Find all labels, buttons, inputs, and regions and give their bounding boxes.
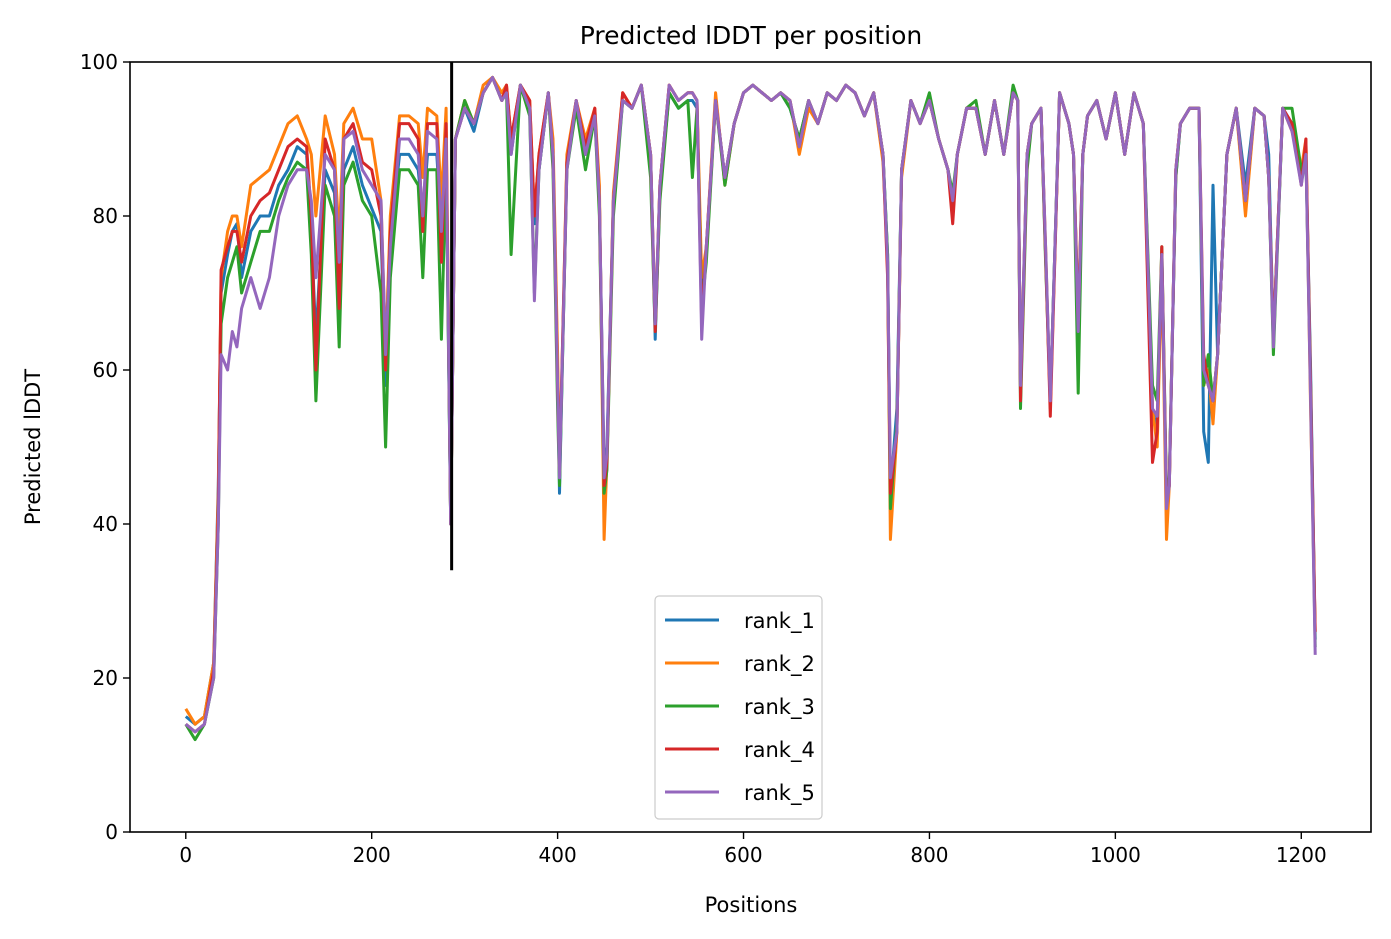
- y-tick-label: 0: [105, 820, 118, 844]
- series-group: [184, 75, 1317, 742]
- legend-label-rank_5: rank_5: [744, 781, 815, 806]
- legend-frame: [654, 595, 823, 820]
- y-axis-title: Predicted lDDT: [21, 369, 45, 525]
- x-tick-label: 400: [539, 843, 577, 867]
- plot-frame: [129, 61, 1372, 833]
- x-axis: 0 200 400 600 800 1000 1200: [179, 832, 1327, 867]
- x-tick-label: 1200: [1276, 843, 1327, 867]
- y-axis: 0 20 40 60 80 100: [80, 50, 130, 844]
- legend-label-rank_4: rank_4: [744, 738, 815, 763]
- y-tick-label: 60: [93, 358, 118, 382]
- x-tick-label: 800: [910, 843, 948, 867]
- x-axis-title: Positions: [705, 893, 798, 917]
- x-tick-label: 0: [179, 843, 192, 867]
- legend-label-rank_2: rank_2: [744, 652, 815, 677]
- series-line-rank_5: [184, 75, 1317, 734]
- y-tick-label: 80: [93, 204, 118, 228]
- y-tick-label: 100: [80, 50, 118, 74]
- x-tick-label: 1000: [1090, 843, 1141, 867]
- plot-area: [129, 61, 1372, 833]
- x-tick-label: 600: [724, 843, 762, 867]
- legend: rank_1 rank_2 rank_3 rank_4 rank_5: [654, 595, 823, 820]
- y-tick-label: 40: [93, 512, 118, 536]
- x-tick-label: 200: [353, 843, 391, 867]
- y-tick-label: 20: [93, 666, 118, 690]
- chart-title: Predicted lDDT per position: [580, 21, 922, 50]
- legend-label-rank_3: rank_3: [744, 695, 815, 720]
- legend-label-rank_1: rank_1: [744, 609, 815, 634]
